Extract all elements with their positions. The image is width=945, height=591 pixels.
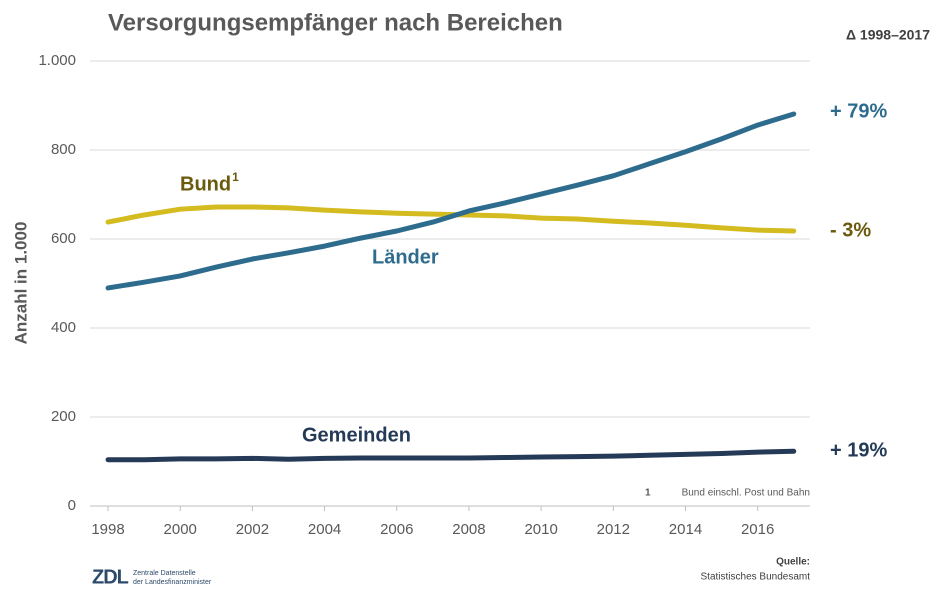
x-tick-label: 2012: [597, 521, 630, 538]
x-tick-label: 2000: [164, 521, 197, 538]
logo-mark: ZDL: [92, 566, 129, 588]
change-label: + 19%: [830, 439, 887, 461]
chart-title: Versorgungsempfänger nach Bereichen: [108, 9, 563, 36]
change-label: - 3%: [830, 219, 871, 241]
x-tick-label: 2004: [308, 521, 341, 538]
change-label: + 79%: [830, 100, 887, 122]
x-tick-label: 2008: [452, 521, 485, 538]
x-tick-label: 2002: [236, 521, 269, 538]
y-tick-label: 0: [68, 497, 76, 514]
x-tick-label: 1998: [91, 521, 124, 538]
series-line: [105, 111, 797, 291]
source-text: Statistisches Bundesamt: [701, 572, 811, 583]
y-tick-label: 800: [51, 141, 76, 158]
series-label: Länder: [372, 246, 439, 268]
y-tick-label: 1.000: [38, 52, 76, 69]
footnote-text: Bund einschl. Post und Bahn: [682, 488, 810, 499]
footnote-number: 1: [645, 488, 651, 499]
source-label: Quelle:: [776, 557, 810, 568]
series-label: Gemeinden: [302, 424, 411, 446]
y-axis-label: Anzahl in 1.000: [11, 222, 30, 345]
x-tick-label: 2014: [669, 521, 702, 538]
series-label-note: 1: [232, 170, 239, 184]
change-header: Δ 1998–2017: [846, 27, 930, 43]
x-tick-label: 2016: [741, 521, 774, 538]
series-label: Bund: [180, 173, 231, 195]
y-tick-label: 600: [51, 230, 76, 247]
logo-line: der Landesfinanzminister: [133, 579, 212, 586]
series-line: [105, 448, 797, 463]
logo-line: Zentrale Datenstelle: [133, 570, 196, 577]
y-tick-label: 400: [51, 319, 76, 336]
x-tick-label: 2006: [380, 521, 413, 538]
y-tick-label: 200: [51, 408, 76, 425]
x-tick-label: 2010: [524, 521, 557, 538]
